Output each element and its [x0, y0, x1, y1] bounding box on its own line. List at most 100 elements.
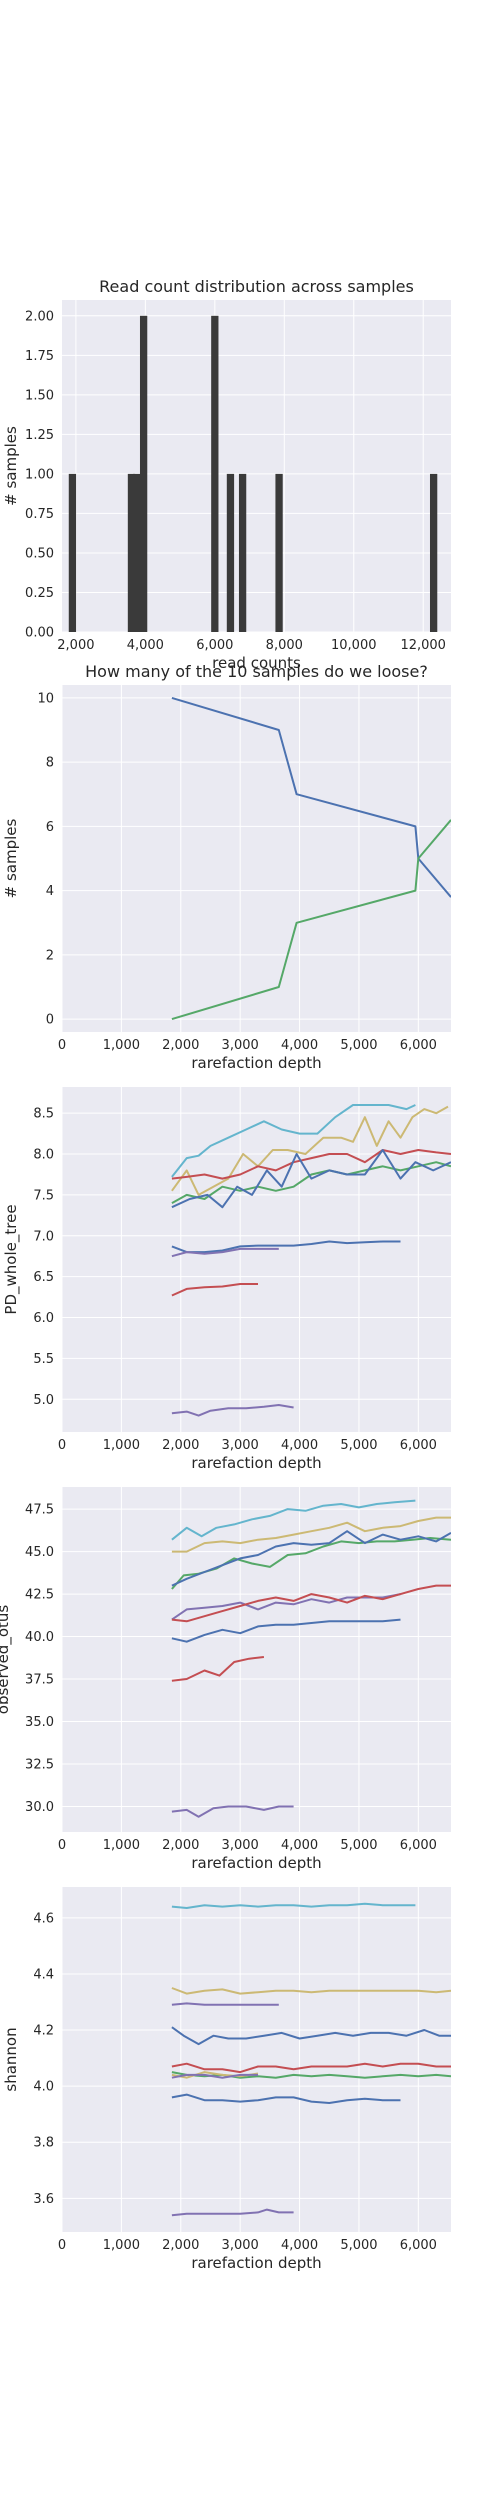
y-tick-label: 4.2 — [33, 2024, 54, 2039]
y-tick-label: 0.25 — [25, 586, 54, 601]
plot-area — [62, 685, 451, 1032]
x-tick-label: 4,000 — [127, 638, 164, 653]
plot-area — [62, 1487, 451, 1832]
y-axis-label: # samples — [2, 426, 20, 506]
series-line — [171, 1104, 416, 1178]
y-tick-label: 1.25 — [25, 428, 54, 443]
series-line — [171, 1404, 294, 1417]
y-tick-label: 32.5 — [25, 1758, 54, 1773]
x-tick-label: 6,000 — [400, 1438, 437, 1453]
series-line — [171, 2002, 279, 2006]
x-tick-label: 0 — [58, 1438, 66, 1453]
x-tick-label: 0 — [58, 1038, 66, 1053]
y-tick-label: 1.00 — [25, 467, 54, 482]
y-tick-label: 2 — [46, 948, 54, 963]
chart-3: 0 1,000 2,000 3,000 4,000 5,000 6,000 5.0 5.5 6.0… — [2, 1087, 451, 1472]
plot-marks — [171, 696, 451, 1021]
histogram-bar — [68, 473, 77, 632]
y-tick-label: 3.6 — [33, 2192, 54, 2207]
series-line — [171, 1902, 416, 1909]
x-axis-label: rarefaction depth — [191, 1454, 321, 1472]
x-tick-label: 6,000 — [400, 2238, 437, 2253]
series-line — [171, 2062, 451, 2074]
y-axis-label: observed_otus — [0, 1605, 13, 1715]
series-line — [171, 2093, 401, 2104]
y-tick-label: 4.0 — [33, 2080, 54, 2095]
series-line — [171, 2073, 258, 2079]
plot-marks — [171, 1499, 451, 1818]
series-line — [171, 1247, 279, 1258]
histogram-bar — [429, 473, 438, 632]
x-tick-label: 12,000 — [400, 638, 446, 653]
chart-5: 0 1,000 2,000 3,000 4,000 5,000 6,000 3.6 3.8 4.0… — [2, 1887, 451, 2272]
y-tick-label: 0 — [46, 1013, 54, 1028]
x-tick-label: 0 — [58, 2238, 66, 2253]
y-tick-label: 8.0 — [33, 1148, 54, 1163]
histogram-bar — [127, 473, 136, 632]
y-tick-label: 0.75 — [25, 507, 54, 522]
series-line — [171, 1149, 451, 1209]
y-tick-label: 10 — [37, 691, 54, 706]
chart-title: Read count distribution across samples — [99, 277, 414, 296]
y-tick-label: 7.0 — [33, 1229, 54, 1244]
plot-area — [62, 1887, 451, 2232]
y-tick-label: 0.00 — [25, 626, 54, 641]
series-line — [171, 1240, 401, 1254]
series-line — [171, 1105, 449, 1196]
y-tick-label: 42.5 — [25, 1588, 54, 1603]
chart-2: 0 1,000 2,000 3,000 4,000 5,000 6,000 0 2 4 6 8 10 Ho… — [2, 662, 451, 1072]
x-tick-label: 8,000 — [266, 638, 303, 653]
histogram-bar — [226, 473, 235, 632]
series-line — [171, 1530, 451, 1587]
y-tick-label: 37.5 — [25, 1673, 54, 1688]
y-tick-label: 8.5 — [33, 1107, 54, 1122]
y-tick-label: 6.0 — [33, 1311, 54, 1326]
x-tick-label: 1,000 — [103, 1438, 140, 1453]
series-line — [171, 1161, 451, 1204]
x-tick-label: 3,000 — [222, 1838, 259, 1853]
plot-area — [62, 1087, 451, 1432]
x-tick-label: 4,000 — [281, 1038, 318, 1053]
series-line — [171, 1618, 401, 1643]
x-tick-label: 10,000 — [331, 638, 377, 653]
x-axis-label: rarefaction depth — [191, 2254, 321, 2272]
series-line — [171, 2026, 451, 2046]
y-axis-label: # samples — [2, 818, 20, 898]
x-tick-label: 1,000 — [103, 1038, 140, 1053]
y-tick-label: 4.6 — [33, 1911, 54, 1926]
x-tick-label: 6,000 — [400, 1038, 437, 1053]
y-tick-label: 47.5 — [25, 1503, 54, 1518]
y-tick-label: 8 — [46, 756, 54, 771]
x-tick-label: 2,000 — [162, 2238, 199, 2253]
histogram-bar — [133, 473, 141, 632]
histogram-bar — [139, 315, 148, 632]
y-tick-label: 1.50 — [25, 388, 54, 403]
x-tick-label: 2,000 — [162, 1038, 199, 1053]
x-tick-label: 4,000 — [281, 1838, 318, 1853]
x-axis-label: read counts — [212, 654, 301, 672]
chart-1: 2,000 4,000 6,000 8,000 10,000 12,000 0.00 0.25… — [2, 277, 451, 672]
y-tick-label: 7.5 — [33, 1188, 54, 1203]
x-tick-label: 2,000 — [57, 638, 94, 653]
histogram-bar — [275, 473, 283, 632]
x-tick-label: 0 — [58, 1838, 66, 1853]
series-line — [171, 1283, 258, 1297]
x-tick-label: 2,000 — [162, 1438, 199, 1453]
series-line — [171, 1656, 265, 1682]
x-tick-label: 3,000 — [222, 1038, 259, 1053]
y-tick-label: 6 — [46, 820, 54, 835]
y-tick-label: 5.0 — [33, 1393, 54, 1408]
x-tick-label: 1,000 — [103, 1838, 140, 1853]
x-tick-label: 5,000 — [340, 1438, 377, 1453]
x-tick-label: 4,000 — [281, 1438, 318, 1453]
plot-marks — [68, 315, 438, 632]
y-tick-label: 2.00 — [25, 309, 54, 324]
chart-4: 0 1,000 2,000 3,000 4,000 5,000 6,000 30.0 32.5 3… — [0, 1487, 451, 1872]
x-tick-label: 6,000 — [196, 638, 233, 653]
x-tick-label: 5,000 — [340, 1838, 377, 1853]
y-tick-label: 40.0 — [25, 1630, 54, 1645]
series-line — [171, 2071, 451, 2079]
series-line — [171, 1987, 451, 1995]
y-tick-label: 45.0 — [25, 1545, 54, 1560]
